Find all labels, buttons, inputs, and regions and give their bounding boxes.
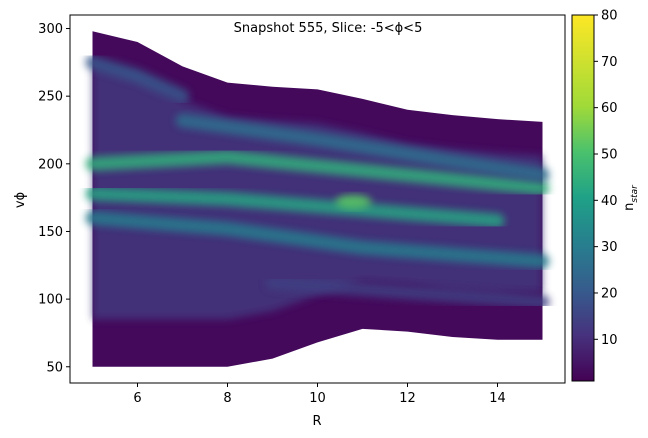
density-ridge-4 — [175, 113, 550, 182]
density-ridge-2 — [85, 186, 505, 228]
colorbar-tick-label-70: 70 — [601, 55, 618, 70]
colorbar-tick-label-20: 20 — [601, 286, 618, 301]
colorbar-tick-label-80: 80 — [601, 9, 618, 24]
colorbar-tick-label-30: 30 — [601, 240, 618, 255]
y-axis: 50 100 150 200 250 300 — [38, 22, 70, 375]
colorbar — [571, 14, 595, 382]
colorbar-label-sub: star — [630, 184, 640, 203]
x-tick-label-12: 12 — [399, 391, 416, 406]
colorbar-label-main: n — [622, 203, 637, 211]
density-ridge-5 — [265, 275, 550, 309]
y-axis-label: vϕ — [13, 192, 28, 208]
x-axis-label: R — [312, 414, 321, 429]
colorbar-tick-label-40: 40 — [601, 194, 618, 209]
colorbar-ticks: 10 20 30 40 50 60 70 80 — [594, 9, 618, 348]
colorbar-tick-label-60: 60 — [601, 101, 618, 116]
x-tick-label-8: 8 — [223, 391, 231, 406]
density-ridge-3 — [85, 210, 550, 269]
y-tick-label-300: 300 — [38, 22, 63, 37]
x-tick-label-10: 10 — [309, 391, 326, 406]
y-tick-label-250: 250 — [38, 90, 63, 105]
x-tick-label-6: 6 — [133, 391, 141, 406]
y-tick-label-50: 50 — [46, 360, 63, 375]
density-peak — [335, 194, 372, 209]
heatmap-layer — [85, 31, 550, 367]
x-axis: 6 8 10 12 14 — [133, 383, 506, 406]
colorbar-label: nstar — [622, 184, 640, 211]
colorbar-tick-label-10: 10 — [601, 333, 618, 348]
density-ridge-1 — [85, 150, 550, 196]
x-tick-label-14: 14 — [489, 391, 506, 406]
density-ridge-6 — [85, 55, 190, 104]
colorbar-tick-label-50: 50 — [601, 147, 618, 162]
y-tick-label-150: 150 — [38, 225, 63, 240]
y-tick-label-200: 200 — [38, 157, 63, 172]
y-tick-label-100: 100 — [38, 293, 63, 308]
chart-title: Snapshot 555, Slice: -5<ϕ<5 — [234, 21, 423, 36]
